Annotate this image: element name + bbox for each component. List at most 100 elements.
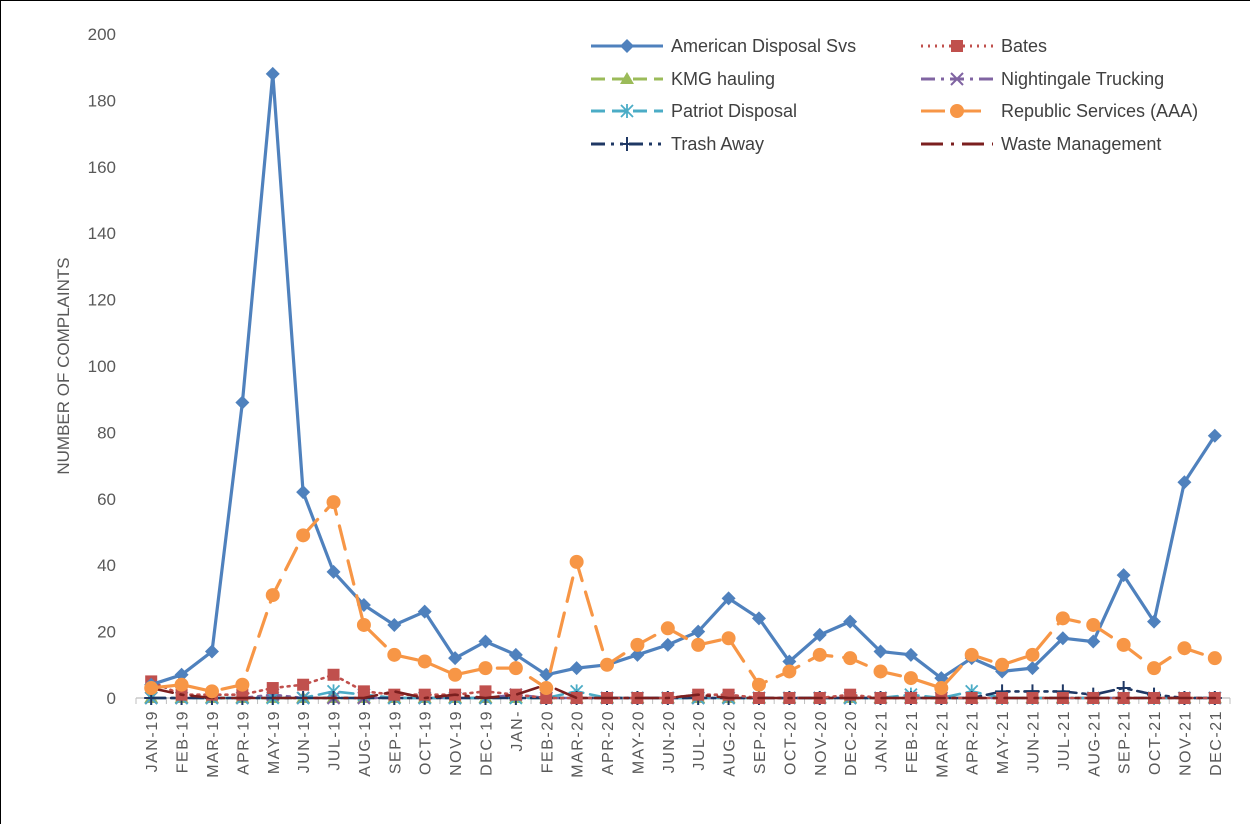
x-tick-label: JAN-19: [144, 710, 161, 772]
republic-services-aaa-point: [174, 677, 189, 692]
american-disposal-svs-point: [265, 66, 280, 81]
y-tick-label: 200: [88, 25, 116, 44]
x-tick-label: OCT-19: [418, 710, 435, 775]
y-tick-label: 20: [97, 623, 116, 642]
x-tick-label: JUN-19: [296, 710, 313, 773]
x-tick-label: APR-19: [235, 710, 252, 775]
x-tick-label: NOV-21: [1177, 710, 1194, 776]
legend-item-bates: Bates: [921, 36, 1047, 56]
y-tick-label: 100: [88, 357, 116, 376]
bates-point: [996, 692, 1009, 704]
republic-services-aaa-point: [1116, 637, 1131, 652]
american-disposal-svs-point: [1025, 661, 1040, 676]
bates-point: [388, 688, 401, 701]
american-disposal-svs-point: [903, 647, 918, 662]
american-disposal-svs-point: [204, 644, 219, 659]
american-disposal-svs-point: [326, 564, 341, 579]
republic-services-aaa-point: [1055, 611, 1070, 626]
series-line-waste-management: [149, 683, 1217, 700]
american-disposal-svs-point: [448, 651, 463, 666]
legend-patriot-disposal-point: [620, 104, 634, 118]
republic-services-aaa-point: [995, 657, 1010, 672]
y-tick-label: 60: [97, 490, 116, 509]
american-disposal-svs-point: [1086, 634, 1101, 649]
y-tick-label: 80: [97, 423, 116, 442]
bates-point: [1148, 692, 1161, 704]
series-republic-services-aaa: [144, 495, 1222, 699]
republic-services-aaa-point: [508, 661, 523, 676]
bates-point: [1117, 692, 1130, 704]
legend-label: Trash Away: [671, 134, 764, 154]
y-tick-label: 40: [97, 556, 116, 575]
legend-item-american-disposal-svs: American Disposal Svs: [591, 36, 856, 56]
series-american-disposal-svs: [144, 66, 1222, 692]
republic-services-aaa-point: [1207, 651, 1222, 666]
american-disposal-svs-point: [1147, 614, 1162, 629]
bates-point: [509, 688, 522, 701]
american-disposal-svs-point: [1207, 428, 1222, 443]
series-waste-management: [149, 683, 1217, 700]
american-disposal-svs-point: [174, 667, 189, 682]
american-disposal-svs-point: [1116, 568, 1131, 583]
legend-item-trash-away: Trash Away: [591, 134, 764, 154]
republic-services-aaa-point: [782, 664, 797, 679]
x-tick-label: APR-21: [965, 710, 982, 775]
republic-services-aaa-point: [569, 554, 584, 569]
legend-republic-services-aaa-point: [950, 104, 964, 118]
republic-services-aaa-point: [903, 671, 918, 686]
american-disposal-svs-point: [812, 627, 827, 642]
bates-point: [327, 668, 340, 681]
x-tick-label: SEP-19: [387, 710, 404, 774]
y-tick-label: 180: [88, 91, 116, 110]
american-disposal-svs-point: [1177, 475, 1192, 490]
x-tick-label: JAN-21: [874, 710, 891, 772]
legend-label: Republic Services (AAA): [1001, 101, 1198, 121]
republic-services-aaa-point: [630, 637, 645, 652]
american-disposal-svs-point: [296, 485, 311, 500]
republic-services-aaa-point: [721, 631, 736, 646]
republic-services-aaa-point: [964, 647, 979, 662]
republic-services-aaa-point: [1025, 647, 1040, 662]
republic-services-aaa-point: [448, 667, 463, 682]
x-tick-label: AUG-19: [357, 710, 374, 777]
legend-label: KMG hauling: [671, 69, 775, 89]
legend-bates-point: [951, 40, 963, 52]
bates-point: [357, 685, 370, 698]
legend: American Disposal Svs Bates KMG hauling Nig…: [591, 36, 1198, 154]
american-disposal-svs-point: [235, 395, 250, 410]
series-line-american-disposal-svs: [149, 72, 1217, 687]
legend-label: Patriot Disposal: [671, 101, 797, 121]
x-tick-label: FEB-20: [539, 710, 556, 773]
x-tick-label: NOV-19: [448, 710, 465, 776]
y-tick-label: 0: [107, 689, 116, 708]
y-axis-title: NUMBER OF COMPLAINTS: [54, 257, 73, 474]
republic-services-aaa-point: [235, 677, 250, 692]
x-tick-label: AUG-21: [1086, 710, 1103, 777]
american-disposal-svs-point: [630, 647, 645, 662]
x-tick-label: OCT-21: [1147, 710, 1164, 775]
y-tick-label: 160: [88, 158, 116, 177]
x-tick-label: MAR-19: [205, 710, 222, 778]
american-disposal-svs-point: [387, 617, 402, 632]
republic-services-aaa-point: [478, 661, 493, 676]
x-tick-label: OCT-20: [782, 710, 799, 775]
x-tick-label: AUG-20: [722, 710, 739, 777]
x-tick-label: FEB-21: [904, 710, 921, 773]
x-tick-label: DEC-19: [478, 710, 495, 776]
bates-point: [297, 678, 310, 691]
x-tick-label: DEC-21: [1208, 710, 1225, 776]
republic-services-aaa-point: [1177, 641, 1192, 656]
y-tick-label: 140: [88, 224, 116, 243]
x-tick-label: MAR-20: [570, 710, 587, 778]
x-tick-label: MAY-19: [266, 710, 283, 774]
x-tick-label: SEP-20: [752, 710, 769, 774]
american-disposal-svs-point: [1055, 631, 1070, 646]
x-tick-label: JUL-20: [691, 710, 708, 771]
series-line-bates: [149, 673, 1217, 700]
x-tick-label: APR-20: [600, 710, 617, 775]
legend-item-republic-services-aaa: Republic Services (AAA): [921, 101, 1198, 121]
x-tick-label: JUN-21: [1025, 710, 1042, 773]
y-tick-label: 120: [88, 291, 116, 310]
republic-services-aaa-point: [1147, 661, 1162, 676]
republic-services-aaa-point: [326, 495, 341, 510]
